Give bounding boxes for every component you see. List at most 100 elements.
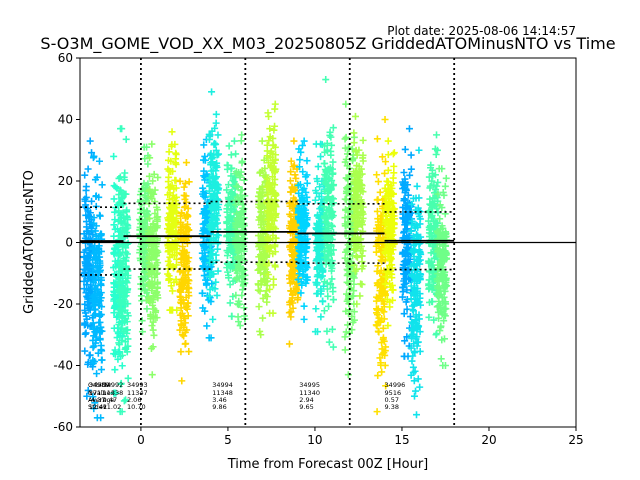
data-point (426, 298, 434, 306)
data-point (407, 151, 415, 159)
y-axis-label: GriddedATOMinusNTO (22, 170, 37, 314)
data-point (415, 311, 423, 319)
data-point (325, 174, 333, 182)
data-point (144, 160, 152, 168)
data-point (234, 245, 242, 253)
data-point (182, 159, 190, 167)
data-point (349, 292, 357, 300)
data-point (350, 176, 358, 184)
data-point (118, 362, 126, 370)
data-point (389, 150, 397, 158)
data-point (91, 176, 99, 184)
data-point (386, 298, 394, 306)
data-point (355, 162, 363, 170)
data-point (122, 326, 130, 334)
data-point (287, 168, 295, 176)
data-point (317, 153, 325, 161)
data-point (115, 279, 123, 287)
data-point (290, 185, 298, 193)
data-point (89, 297, 97, 305)
data-point (84, 165, 92, 173)
data-point (260, 265, 268, 273)
data-point (263, 252, 271, 260)
data-point (182, 198, 190, 206)
data-point (154, 206, 162, 214)
data-point (233, 193, 241, 201)
data-point (386, 205, 394, 213)
data-point (269, 204, 277, 212)
data-point (181, 315, 189, 323)
data-point (200, 272, 208, 280)
data-point (342, 133, 350, 141)
data-point (262, 171, 270, 179)
data-point (240, 176, 248, 184)
data-point (177, 348, 185, 356)
data-point (384, 137, 392, 145)
data-point (311, 328, 319, 336)
data-point (164, 156, 172, 164)
data-point (359, 157, 367, 165)
data-point (303, 273, 311, 281)
data-point (110, 221, 118, 229)
y-axis: -60 -40 -20 0 20 40 60 (53, 51, 80, 434)
data-point (115, 298, 123, 306)
data-point (376, 269, 384, 277)
data-point (118, 337, 126, 345)
data-point (166, 275, 174, 283)
stats-header-label: Nvalues (88, 389, 115, 397)
data-point (110, 232, 118, 240)
data-point (328, 325, 336, 333)
data-point (118, 351, 126, 359)
data-point (400, 195, 408, 203)
data-point (341, 222, 349, 230)
data-point (183, 239, 191, 247)
data-point (374, 178, 382, 186)
data-point (346, 204, 354, 212)
data-point (116, 251, 124, 259)
data-point (324, 194, 332, 202)
data-point (90, 244, 98, 252)
data-point (390, 220, 398, 228)
data-point (324, 187, 332, 195)
data-point (121, 270, 129, 278)
data-point (386, 255, 394, 263)
data-point (323, 285, 331, 293)
data-point (81, 319, 89, 327)
data-point (148, 284, 156, 292)
data-point (237, 137, 245, 145)
data-point (123, 318, 131, 326)
data-point (211, 162, 219, 170)
data-point (312, 187, 320, 195)
data-point (113, 225, 121, 233)
data-point (329, 212, 337, 220)
data-point (431, 202, 439, 210)
data-point (92, 296, 100, 304)
data-point (300, 315, 308, 323)
data-point (140, 222, 148, 230)
data-point (235, 318, 243, 326)
data-point (228, 312, 236, 320)
data-point (230, 137, 238, 145)
data-point (239, 271, 247, 279)
data-point (184, 258, 192, 266)
data-point (91, 227, 99, 235)
data-point (226, 281, 234, 289)
data-point (115, 348, 123, 356)
data-point (233, 216, 241, 224)
data-point (399, 264, 407, 272)
data-point (347, 284, 355, 292)
data-point (151, 314, 159, 322)
data-point (199, 156, 207, 164)
data-point (403, 286, 411, 294)
data-point (413, 182, 421, 190)
data-point (211, 174, 219, 182)
data-point (202, 206, 210, 214)
data-point (115, 207, 123, 215)
data-point (259, 294, 267, 302)
stats-value-label: 9516 (385, 389, 402, 397)
data-point (154, 173, 162, 181)
data-point (180, 332, 188, 340)
data-point (236, 173, 244, 181)
data-point (223, 205, 231, 213)
data-point (373, 207, 381, 215)
